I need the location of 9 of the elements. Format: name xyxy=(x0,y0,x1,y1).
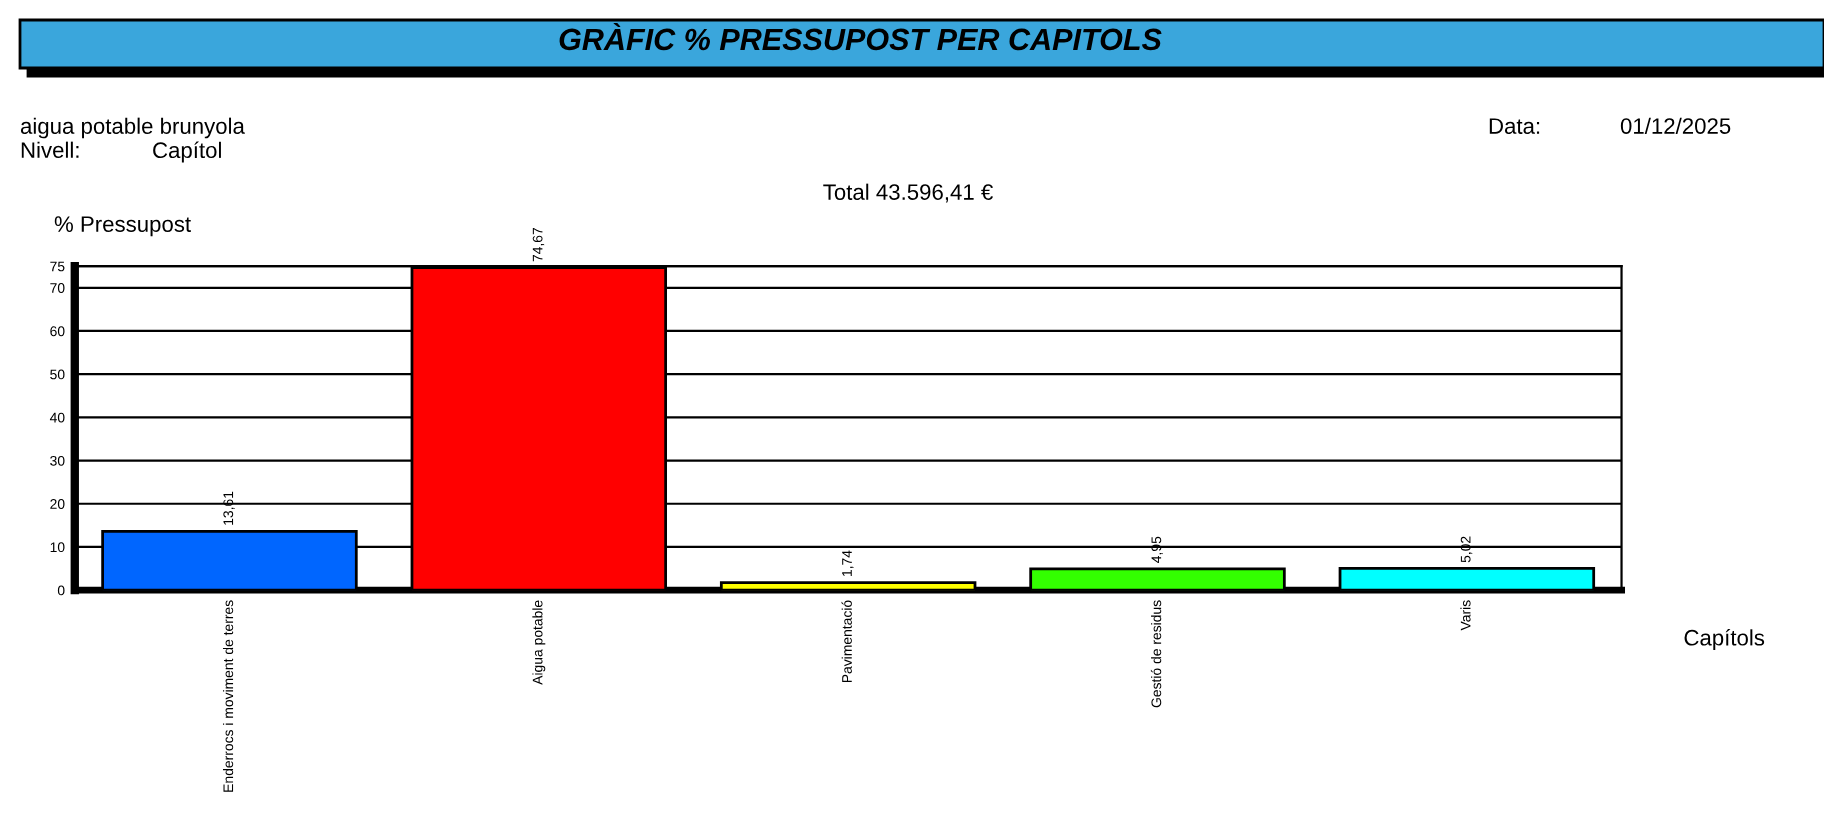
text: Total 43.596,41 € xyxy=(823,183,993,203)
text: Capítol xyxy=(153,141,221,163)
x-axis-title: Capítols xyxy=(1684,629,1765,650)
text: aigua potable brunyola xyxy=(20,117,245,139)
y-axis-title: % Pressupost xyxy=(54,216,191,237)
text: 01/12/2025 xyxy=(1620,117,1731,134)
text: Data: xyxy=(1489,118,1540,134)
chart-title: GRÀFIC % PRESSUPOST PER CAPITOLS xyxy=(559,22,1162,51)
text: Nivell: xyxy=(21,141,79,158)
